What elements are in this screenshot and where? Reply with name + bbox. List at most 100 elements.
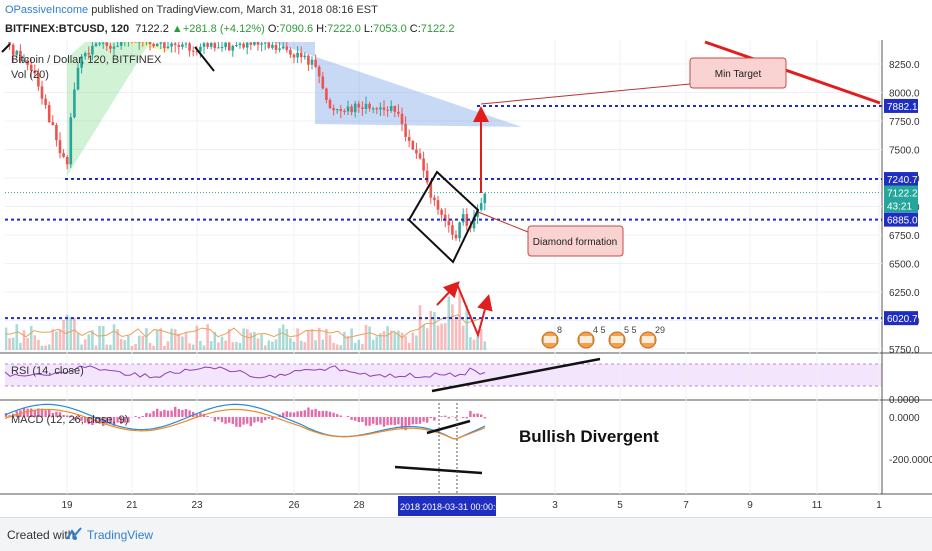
candle-body bbox=[365, 104, 368, 109]
candle-body bbox=[379, 108, 382, 110]
volume-bar bbox=[404, 336, 407, 352]
volume-bar bbox=[174, 329, 177, 352]
macd-histogram-bar bbox=[232, 417, 234, 424]
macd-histogram-bar bbox=[217, 417, 219, 420]
macd-histogram-bar bbox=[329, 412, 331, 417]
volume-bar bbox=[127, 336, 130, 352]
volume-bar bbox=[444, 323, 447, 352]
candle-body bbox=[178, 45, 181, 47]
volume-bar bbox=[62, 320, 65, 352]
macd-histogram-bar bbox=[160, 411, 162, 417]
author-link[interactable]: OPassiveIncome bbox=[5, 4, 88, 16]
volume-bar bbox=[296, 328, 299, 352]
candle-body bbox=[480, 203, 483, 210]
volume-bar bbox=[30, 326, 33, 352]
rsi-title: RSI (14, close) bbox=[11, 365, 84, 377]
volume-bar bbox=[480, 329, 483, 352]
volume-bar bbox=[440, 324, 443, 352]
tradingview-brand-link[interactable]: TradingView bbox=[87, 528, 153, 542]
volume-bar bbox=[102, 326, 105, 352]
candle-body bbox=[318, 67, 321, 77]
x-tick-label: 11 bbox=[812, 500, 823, 511]
macd-histogram-bar bbox=[358, 417, 360, 422]
high-value: 7222.0 bbox=[327, 23, 361, 35]
macd-histogram-bar bbox=[394, 417, 396, 425]
macd-histogram-bar bbox=[444, 416, 446, 417]
volume-bar bbox=[430, 311, 433, 352]
candle-body bbox=[275, 45, 278, 50]
macd-y-tick: -200.0000 bbox=[889, 455, 932, 466]
volume-bar bbox=[138, 336, 141, 352]
candle-body bbox=[98, 43, 101, 44]
bullish-divergent-label: Bullish Divergent bbox=[519, 427, 659, 446]
volume-bar bbox=[34, 335, 37, 352]
macd-histogram-bar bbox=[250, 417, 252, 426]
macd-histogram-bar bbox=[408, 417, 410, 426]
macd-histogram-bar bbox=[440, 416, 442, 417]
candle-body bbox=[293, 55, 296, 58]
candle-body bbox=[358, 104, 361, 108]
x-tick-label: 9 bbox=[747, 500, 753, 511]
volume-bar bbox=[415, 335, 418, 352]
volume-bar bbox=[170, 329, 173, 352]
macd-histogram-bar bbox=[271, 417, 273, 420]
volume-bar bbox=[250, 333, 253, 352]
time-cursor-label: 2018-03-31 00:00:00 bbox=[422, 502, 506, 512]
candle-body bbox=[181, 44, 184, 47]
publish-line: OPassiveIncome published on TradingView.… bbox=[5, 4, 378, 16]
macd-histogram-bar bbox=[221, 417, 223, 422]
macd-histogram-bar bbox=[365, 417, 367, 426]
macd-histogram-bar bbox=[419, 417, 421, 424]
x-tick-label: 19 bbox=[61, 500, 73, 511]
volume-bar bbox=[282, 324, 285, 352]
macd-histogram-bar bbox=[239, 417, 241, 427]
volume-bar bbox=[113, 324, 116, 352]
candle-body bbox=[368, 104, 371, 109]
y-tick-label: 7500.0 bbox=[889, 146, 920, 157]
candle-body bbox=[314, 60, 317, 67]
symbol-ohlc-line: BITFINEX:BTCUSD, 120 7122.2 ▲+281.8 (+4.… bbox=[5, 23, 454, 35]
candle-body bbox=[246, 43, 249, 48]
candle-body bbox=[300, 53, 303, 57]
macd-histogram-bar bbox=[415, 417, 417, 424]
macd-histogram-bar bbox=[376, 417, 378, 425]
volume-bar bbox=[469, 337, 472, 352]
macd-histogram-bar bbox=[289, 412, 291, 417]
candle-body bbox=[462, 214, 465, 222]
published-text: published on TradingView.com, March 31, … bbox=[88, 4, 378, 16]
candle-body bbox=[440, 210, 443, 215]
tradingview-logo-icon[interactable] bbox=[66, 527, 82, 541]
volume-bar bbox=[206, 324, 209, 352]
candle-body bbox=[224, 43, 227, 47]
volume-bar bbox=[70, 317, 73, 352]
x-tick-label: 23 bbox=[191, 500, 203, 511]
rsi-y-tick: 0.0000 bbox=[889, 395, 920, 406]
created-with-label: Created with bbox=[7, 528, 74, 542]
volume-bar bbox=[278, 328, 281, 352]
macd-histogram-bar bbox=[210, 417, 212, 418]
macd-histogram-bar bbox=[264, 417, 266, 420]
macd-y-tick: 0.0000 bbox=[889, 413, 920, 424]
candle-body bbox=[160, 42, 163, 43]
candle-body bbox=[239, 44, 242, 45]
volume-bar bbox=[376, 336, 379, 352]
event-badge-count: 5 5 bbox=[624, 325, 637, 335]
volume-bar bbox=[185, 332, 188, 352]
candle-body bbox=[325, 89, 328, 101]
macd-histogram-bar bbox=[134, 416, 136, 417]
price-change: +281.8 (+4.12%) bbox=[183, 23, 265, 35]
symbol-label: BITFINEX:BTCUSD, 120 bbox=[5, 23, 129, 35]
macd-histogram-bar bbox=[350, 417, 352, 420]
price-label-text: 7240.7 bbox=[887, 175, 918, 186]
volume-bar bbox=[55, 331, 58, 352]
candle-body bbox=[214, 43, 217, 48]
x-tick-label: 21 bbox=[126, 500, 138, 511]
candle-body bbox=[329, 100, 332, 108]
volume-bar bbox=[386, 326, 389, 352]
volume-bar bbox=[26, 338, 29, 352]
price-label-text: 6885.0 bbox=[887, 216, 918, 227]
candle-body bbox=[271, 45, 274, 48]
event-badge-count: 29 bbox=[655, 325, 665, 335]
candle-body bbox=[174, 43, 177, 45]
